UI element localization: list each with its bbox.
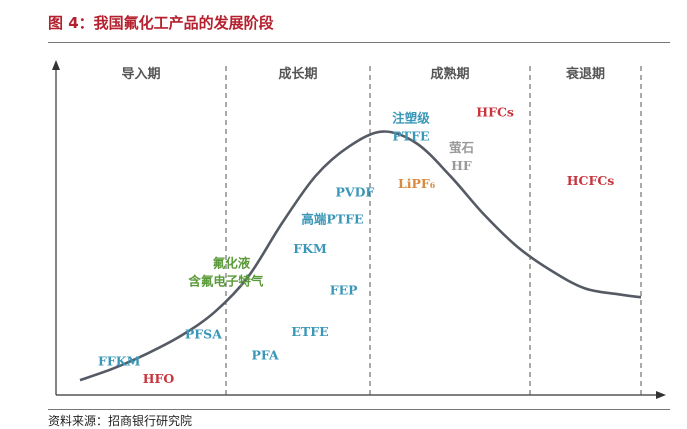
product-label: ETFE <box>291 324 328 339</box>
stage-labels: 导入期 成长期 成熟期 衰退期 <box>121 66 605 82</box>
product-label: HCFCs <box>567 173 615 188</box>
product-label: FKM <box>293 241 327 256</box>
stage-label: 成熟期 <box>430 66 469 82</box>
axes <box>52 60 666 399</box>
product-label: FFKM <box>98 353 141 368</box>
y-axis-arrow <box>52 60 60 70</box>
product-label: FEP <box>330 282 358 297</box>
product-label: HF <box>451 158 472 173</box>
x-axis-arrow <box>656 391 666 399</box>
figure-title: 图 4：我国氟化工产品的发展阶段 <box>48 14 274 32</box>
title-divider <box>48 42 670 43</box>
product-label: HFCs <box>476 105 514 120</box>
product-label: PVDF <box>335 185 374 200</box>
stage-label: 导入期 <box>121 67 160 82</box>
product-label: HFO <box>143 371 175 386</box>
product-label: PTFE <box>392 128 429 143</box>
product-label: PFSA <box>185 327 222 342</box>
product-label: LiPF₆ <box>398 176 436 191</box>
product-label: 含氟电子特气 <box>187 273 264 288</box>
source-divider <box>48 409 670 410</box>
product-label: 萤石 <box>449 140 474 155</box>
product-label: PFA <box>252 347 280 362</box>
stage-label: 衰退期 <box>565 66 605 82</box>
source-note: 资料来源：招商银行研究院 <box>48 414 193 428</box>
product-label: 注塑级 <box>392 111 430 126</box>
product-label: 高端PTFE <box>301 211 363 226</box>
stage-label: 成长期 <box>278 66 317 82</box>
lifecycle-curve <box>79 130 642 382</box>
product-label: 氟化液 <box>213 256 251 271</box>
stage-dividers <box>225 66 642 395</box>
